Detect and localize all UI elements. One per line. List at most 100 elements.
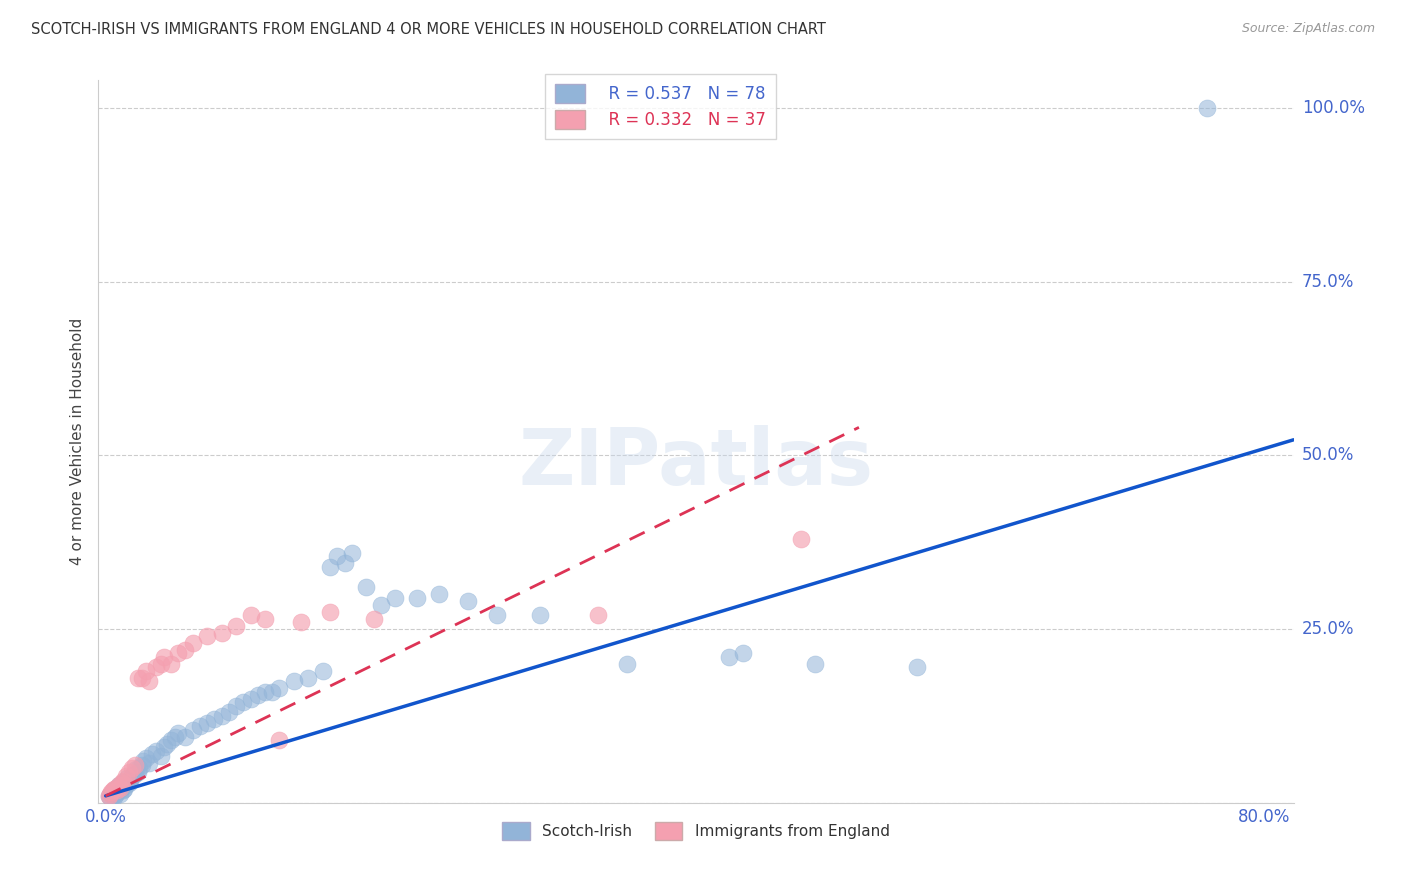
- Point: [225, 618, 247, 632]
- Point: [118, 776, 141, 790]
- Point: [384, 591, 406, 605]
- Point: [160, 657, 183, 671]
- Point: [457, 594, 479, 608]
- Point: [101, 785, 124, 799]
- Point: [101, 789, 124, 803]
- Point: [101, 783, 124, 797]
- Point: [105, 780, 128, 795]
- Point: [253, 612, 276, 626]
- Point: [804, 657, 827, 671]
- Point: [104, 781, 127, 796]
- Point: [110, 776, 132, 790]
- Point: [124, 757, 146, 772]
- Point: [239, 608, 262, 623]
- Point: [125, 763, 148, 777]
- Point: [115, 779, 138, 793]
- Point: [103, 781, 125, 796]
- Point: [112, 773, 135, 788]
- Point: [128, 761, 150, 775]
- Point: [124, 766, 146, 780]
- Point: [905, 660, 928, 674]
- Point: [262, 684, 284, 698]
- Point: [100, 785, 122, 799]
- Point: [283, 674, 305, 689]
- Point: [98, 788, 121, 802]
- Point: [107, 779, 129, 793]
- Point: [211, 709, 233, 723]
- Point: [108, 788, 131, 802]
- Point: [225, 698, 247, 713]
- Point: [406, 591, 429, 605]
- Point: [326, 549, 349, 564]
- Point: [135, 750, 157, 764]
- Point: [100, 788, 122, 802]
- Point: [145, 744, 167, 758]
- Point: [356, 581, 378, 595]
- Point: [127, 764, 149, 779]
- Point: [98, 790, 121, 805]
- Point: [105, 785, 128, 799]
- Point: [174, 730, 197, 744]
- Point: [427, 587, 450, 601]
- Point: [181, 636, 204, 650]
- Text: 25.0%: 25.0%: [1302, 620, 1354, 638]
- Point: [122, 768, 145, 782]
- Point: [174, 643, 197, 657]
- Point: [121, 769, 143, 783]
- Point: [110, 780, 132, 795]
- Point: [269, 681, 291, 695]
- Point: [363, 612, 385, 626]
- Point: [269, 733, 291, 747]
- Point: [297, 671, 319, 685]
- Text: SCOTCH-IRISH VS IMMIGRANTS FROM ENGLAND 4 OR MORE VEHICLES IN HOUSEHOLD CORRELAT: SCOTCH-IRISH VS IMMIGRANTS FROM ENGLAND …: [31, 22, 825, 37]
- Point: [188, 719, 211, 733]
- Point: [97, 789, 120, 803]
- Point: [319, 605, 342, 619]
- Point: [246, 688, 269, 702]
- Point: [112, 779, 135, 793]
- Point: [195, 629, 218, 643]
- Point: [181, 723, 204, 737]
- Point: [333, 556, 356, 570]
- Text: Source: ZipAtlas.com: Source: ZipAtlas.com: [1241, 22, 1375, 36]
- Point: [104, 780, 127, 795]
- Point: [529, 608, 551, 623]
- Point: [115, 769, 138, 783]
- Point: [110, 776, 132, 790]
- Point: [149, 657, 172, 671]
- Point: [131, 757, 153, 772]
- Point: [167, 647, 190, 661]
- Point: [104, 788, 127, 802]
- Text: 100.0%: 100.0%: [1302, 99, 1365, 117]
- Point: [218, 706, 240, 720]
- Point: [485, 608, 508, 623]
- Point: [717, 649, 740, 664]
- Point: [319, 559, 342, 574]
- Point: [105, 783, 128, 797]
- Point: [312, 664, 335, 678]
- Point: [790, 532, 813, 546]
- Point: [340, 546, 363, 560]
- Point: [120, 773, 142, 788]
- Point: [253, 684, 276, 698]
- Point: [132, 754, 155, 768]
- Point: [731, 647, 754, 661]
- Point: [145, 660, 167, 674]
- Point: [239, 691, 262, 706]
- Point: [108, 781, 131, 796]
- Point: [108, 780, 131, 795]
- Point: [586, 608, 609, 623]
- Point: [107, 779, 129, 793]
- Point: [155, 737, 177, 751]
- Point: [138, 674, 160, 689]
- Point: [117, 772, 139, 786]
- Y-axis label: 4 or more Vehicles in Household: 4 or more Vehicles in Household: [70, 318, 86, 566]
- Point: [131, 671, 153, 685]
- Text: 75.0%: 75.0%: [1302, 273, 1354, 291]
- Point: [114, 775, 136, 789]
- Point: [121, 761, 143, 775]
- Point: [149, 748, 172, 763]
- Point: [135, 664, 157, 678]
- Point: [103, 790, 125, 805]
- Point: [1195, 101, 1218, 115]
